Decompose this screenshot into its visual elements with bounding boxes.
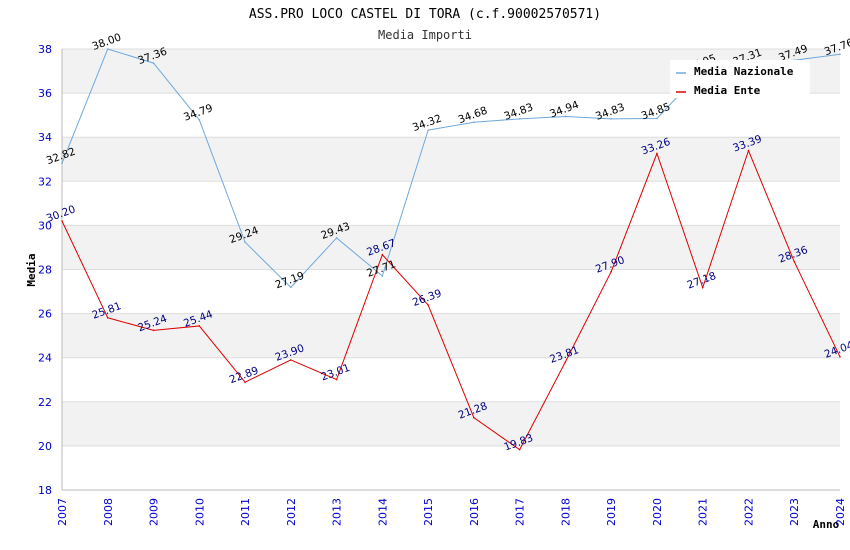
y-tick-label: 32 <box>38 175 52 188</box>
x-tick-label: 2011 <box>239 498 252 526</box>
data-point <box>473 416 475 419</box>
y-tick-label: 28 <box>38 264 52 277</box>
data-point <box>656 117 658 120</box>
data-point <box>610 118 612 120</box>
data-point <box>381 253 384 256</box>
x-tick-label: 2018 <box>559 498 572 526</box>
data-point <box>198 118 201 121</box>
grid-band <box>62 225 840 270</box>
x-tick-label: 2014 <box>376 498 389 526</box>
legend: Media Nazionale Media Ente <box>670 60 810 98</box>
data-label: 26.39 <box>411 287 443 309</box>
data-label: 30.20 <box>45 203 77 225</box>
y-tick-label: 26 <box>38 308 52 321</box>
data-label: 27.19 <box>274 270 306 292</box>
data-label: 34.83 <box>594 101 626 123</box>
data-point <box>839 53 841 56</box>
data-point <box>335 237 338 239</box>
data-label: 34.68 <box>457 105 489 127</box>
x-tick-label: 2010 <box>193 498 206 526</box>
y-tick-label: 30 <box>38 219 52 232</box>
data-point <box>610 270 612 273</box>
x-tick-label: 2020 <box>651 498 664 526</box>
data-point <box>244 381 246 383</box>
x-tick-label: 2008 <box>102 498 115 526</box>
data-point <box>473 121 475 124</box>
x-tick-label: 2023 <box>788 498 801 526</box>
data-point <box>244 241 246 243</box>
data-point <box>290 359 292 361</box>
x-tick-label: 2015 <box>422 498 435 526</box>
data-point <box>427 304 429 306</box>
x-tick-label: 2022 <box>742 498 755 526</box>
chart-title: ASS.PRO LOCO CASTEL DI TORA (c.f.9000257… <box>249 7 601 22</box>
y-tick-label: 24 <box>38 352 52 365</box>
data-label: 23.01 <box>319 362 351 384</box>
y-tick-label: 36 <box>38 87 52 100</box>
data-label: 34.32 <box>411 113 443 135</box>
y-tick-label: 34 <box>38 131 52 144</box>
data-point <box>106 316 109 319</box>
grid-band <box>62 401 840 446</box>
x-tick-label: 2017 <box>514 498 527 526</box>
data-label: 22.89 <box>228 365 260 387</box>
data-point <box>381 275 384 277</box>
y-tick-label: 18 <box>38 484 52 497</box>
data-label: 34.83 <box>502 101 534 123</box>
y-tick-label: 20 <box>38 440 52 453</box>
data-point <box>61 220 63 222</box>
y-tick-label: 38 <box>38 43 52 56</box>
legend-label-ente: Media Ente <box>694 84 761 97</box>
data-point <box>839 356 841 358</box>
data-point <box>335 378 338 381</box>
x-tick-label: 2016 <box>468 498 481 526</box>
y-axis-label: Media <box>25 253 38 286</box>
legend-label-nazionale: Media Nazionale <box>694 65 794 78</box>
data-point <box>152 62 155 64</box>
x-tick-label: 2013 <box>331 498 344 526</box>
x-tick-label: 2024 <box>834 498 847 526</box>
data-point <box>793 260 796 263</box>
x-tick-label: 2021 <box>697 498 710 526</box>
x-tick-label: 2012 <box>285 498 298 526</box>
x-tick-label: 2019 <box>605 498 618 526</box>
data-point <box>152 329 155 332</box>
x-axis-label: Anno <box>813 518 840 531</box>
data-label: 34.79 <box>182 102 214 124</box>
x-tick-label: 2007 <box>56 498 69 526</box>
data-point <box>198 325 201 327</box>
data-label: 27.18 <box>686 270 718 292</box>
grid-band <box>62 137 840 182</box>
data-label: 34.85 <box>640 101 672 123</box>
data-point <box>290 286 292 289</box>
data-point <box>518 118 521 120</box>
data-point <box>106 48 109 50</box>
chart-subtitle: Media Importi <box>378 28 472 42</box>
data-point <box>564 361 567 363</box>
data-point <box>656 152 658 155</box>
series-line-ente <box>61 149 841 451</box>
data-point <box>61 162 63 165</box>
grid-bands <box>62 49 840 446</box>
x-tick-label: 2009 <box>148 498 161 526</box>
data-point <box>427 129 429 131</box>
data-point <box>701 286 704 289</box>
y-tick-label: 22 <box>38 396 52 409</box>
legend-box <box>670 60 810 98</box>
data-point <box>564 115 567 118</box>
grid-band <box>62 313 840 358</box>
data-point <box>747 149 750 152</box>
data-point <box>518 448 521 451</box>
